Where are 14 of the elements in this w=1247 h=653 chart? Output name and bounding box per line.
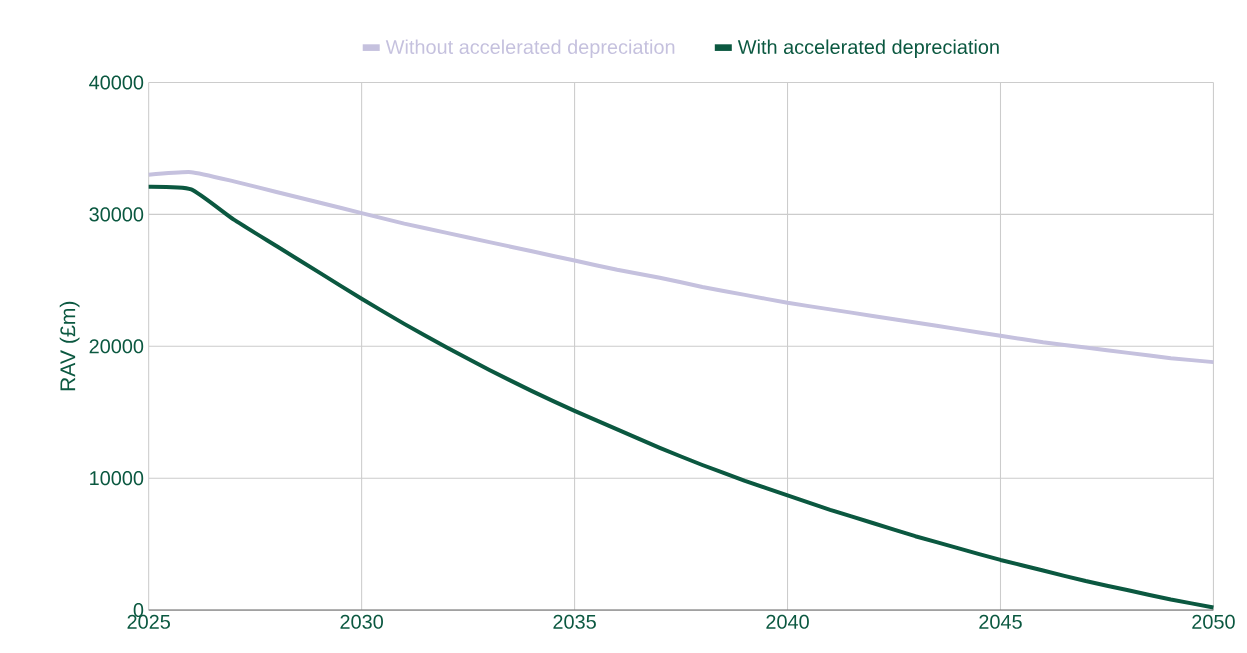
y-tick-label: 20000 xyxy=(89,339,144,354)
y-tick-label: 10000 xyxy=(90,471,144,486)
x-tick-label: 2050 xyxy=(1192,614,1235,629)
x-tick-label: 2030 xyxy=(340,614,383,629)
legend-label: Without accelerated depreciation xyxy=(385,39,675,58)
x-tick-label: 2040 xyxy=(766,614,809,629)
line-series xyxy=(146,170,1216,364)
y-tick-label: 30000 xyxy=(89,207,144,222)
legend-label: With accelerated depreciation xyxy=(737,39,999,58)
y-tick-label: 40000 xyxy=(89,75,144,90)
x-tick-label: 2045 xyxy=(979,614,1022,629)
line-series xyxy=(146,184,1216,610)
y-axis-title: RAV (£m) xyxy=(59,301,80,391)
x-tick-label: 2035 xyxy=(553,614,596,629)
